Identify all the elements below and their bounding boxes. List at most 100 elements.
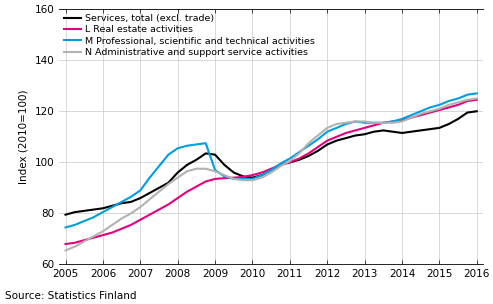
Services, total (excl. trade) xyxy=(389,130,395,133)
L Real estate activities xyxy=(249,173,255,177)
Services, total (excl. trade) xyxy=(408,130,414,133)
M Professional, scientific and technical activities xyxy=(455,97,461,100)
N Administrative and support service activities xyxy=(324,126,330,130)
M Professional, scientific and technical activities xyxy=(193,143,199,146)
N Administrative and support service activities xyxy=(455,101,461,104)
M Professional, scientific and technical activities xyxy=(371,121,377,125)
N Administrative and support service activities xyxy=(306,141,312,145)
Services, total (excl. trade) xyxy=(464,111,470,114)
L Real estate activities xyxy=(408,116,414,119)
Services, total (excl. trade) xyxy=(203,152,209,155)
M Professional, scientific and technical activities xyxy=(389,120,395,123)
N Administrative and support service activities xyxy=(427,109,433,113)
Services, total (excl. trade) xyxy=(240,174,246,178)
L Real estate activities xyxy=(418,113,423,117)
L Real estate activities xyxy=(455,103,461,107)
Services, total (excl. trade) xyxy=(287,161,293,164)
N Administrative and support service activities xyxy=(474,97,480,100)
L Real estate activities xyxy=(278,163,283,167)
M Professional, scientific and technical activities xyxy=(306,144,312,147)
Services, total (excl. trade) xyxy=(381,129,387,132)
N Administrative and support service activities xyxy=(362,120,368,123)
Services, total (excl. trade) xyxy=(446,122,452,126)
N Administrative and support service activities xyxy=(109,223,115,227)
N Administrative and support service activities xyxy=(231,177,237,181)
L Real estate activities xyxy=(315,145,321,149)
M Professional, scientific and technical activities xyxy=(138,188,143,192)
N Administrative and support service activities xyxy=(381,121,387,125)
L Real estate activities xyxy=(193,185,199,188)
Services, total (excl. trade) xyxy=(119,201,125,205)
Services, total (excl. trade) xyxy=(109,204,115,208)
N Administrative and support service activities xyxy=(184,169,190,173)
N Administrative and support service activities xyxy=(446,103,452,107)
M Professional, scientific and technical activities xyxy=(278,162,283,165)
Services, total (excl. trade) xyxy=(231,171,237,174)
L Real estate activities xyxy=(389,120,395,123)
M Professional, scientific and technical activities xyxy=(128,195,134,199)
N Administrative and support service activities xyxy=(268,171,274,174)
N Administrative and support service activities xyxy=(147,198,153,201)
M Professional, scientific and technical activities xyxy=(156,164,162,168)
L Real estate activities xyxy=(464,99,470,103)
Services, total (excl. trade) xyxy=(72,210,78,214)
M Professional, scientific and technical activities xyxy=(324,130,330,133)
L Real estate activities xyxy=(81,238,87,242)
N Administrative and support service activities xyxy=(63,249,69,252)
L Real estate activities xyxy=(240,175,246,179)
M Professional, scientific and technical activities xyxy=(165,153,171,157)
N Administrative and support service activities xyxy=(100,230,106,233)
Services, total (excl. trade) xyxy=(184,163,190,167)
Services, total (excl. trade) xyxy=(63,213,69,216)
L Real estate activities xyxy=(343,131,349,135)
L Real estate activities xyxy=(175,196,180,200)
Services, total (excl. trade) xyxy=(259,173,265,177)
Services, total (excl. trade) xyxy=(156,186,162,190)
N Administrative and support service activities xyxy=(464,98,470,102)
Services, total (excl. trade) xyxy=(81,209,87,213)
L Real estate activities xyxy=(184,190,190,194)
Services, total (excl. trade) xyxy=(91,208,97,211)
M Professional, scientific and technical activities xyxy=(63,226,69,229)
M Professional, scientific and technical activities xyxy=(287,157,293,160)
Services, total (excl. trade) xyxy=(474,109,480,113)
M Professional, scientific and technical activities xyxy=(399,117,405,121)
N Administrative and support service activities xyxy=(249,178,255,182)
L Real estate activities xyxy=(128,223,134,227)
Legend: Services, total (excl. trade), L Real estate activities, M Professional, scienti: Services, total (excl. trade), L Real es… xyxy=(64,14,315,57)
L Real estate activities xyxy=(371,123,377,127)
L Real estate activities xyxy=(63,242,69,246)
M Professional, scientific and technical activities xyxy=(352,120,358,123)
M Professional, scientific and technical activities xyxy=(296,150,302,154)
Services, total (excl. trade) xyxy=(212,153,218,157)
M Professional, scientific and technical activities xyxy=(231,177,237,181)
L Real estate activities xyxy=(100,233,106,237)
N Administrative and support service activities xyxy=(240,178,246,182)
N Administrative and support service activities xyxy=(119,217,125,220)
Services, total (excl. trade) xyxy=(268,168,274,172)
L Real estate activities xyxy=(474,98,480,102)
M Professional, scientific and technical activities xyxy=(91,216,97,219)
N Administrative and support service activities xyxy=(418,112,423,116)
M Professional, scientific and technical activities xyxy=(147,176,153,179)
Services, total (excl. trade) xyxy=(128,200,134,204)
L Real estate activities xyxy=(352,129,358,132)
Services, total (excl. trade) xyxy=(352,134,358,137)
M Professional, scientific and technical activities xyxy=(446,99,452,103)
M Professional, scientific and technical activities xyxy=(408,113,414,117)
Services, total (excl. trade) xyxy=(436,126,442,130)
Services, total (excl. trade) xyxy=(306,154,312,158)
M Professional, scientific and technical activities xyxy=(119,200,125,204)
L Real estate activities xyxy=(446,105,452,109)
N Administrative and support service activities xyxy=(315,134,321,137)
L Real estate activities xyxy=(165,203,171,206)
L Real estate activities xyxy=(147,213,153,216)
M Professional, scientific and technical activities xyxy=(221,174,227,178)
Services, total (excl. trade) xyxy=(165,181,171,185)
Line: N Administrative and support service activities: N Administrative and support service act… xyxy=(66,98,477,250)
M Professional, scientific and technical activities xyxy=(315,137,321,141)
L Real estate activities xyxy=(287,161,293,164)
N Administrative and support service activities xyxy=(408,116,414,119)
N Administrative and support service activities xyxy=(156,190,162,194)
M Professional, scientific and technical activities xyxy=(381,121,387,125)
